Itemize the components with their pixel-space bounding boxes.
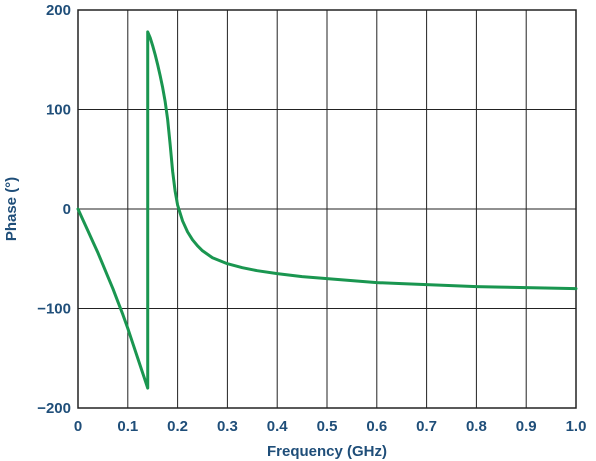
x-tick-label: 0.1 (117, 418, 138, 435)
phase-series-line (76, 30, 578, 390)
y-axis-title: Phase (°) (3, 177, 20, 241)
x-tick-label: 1.0 (566, 418, 587, 435)
data-series-layer (76, 30, 578, 390)
y-tick-label: −200 (37, 400, 71, 417)
x-tick-label: 0.4 (267, 418, 289, 435)
x-tick-label: 0.6 (366, 418, 387, 435)
y-tick-labels: 200 100 0 −100 −200 (37, 2, 71, 417)
x-tick-label: 0.3 (217, 418, 238, 435)
y-tick-label: 200 (46, 2, 71, 19)
y-tick-label: 100 (46, 102, 71, 119)
grid-lines (77, 9, 577, 409)
y-tick-label: −100 (37, 301, 71, 318)
x-tick-labels: 0 0.1 0.2 0.3 0.4 0.5 0.6 0.7 0.8 0.9 1.0 (74, 418, 587, 435)
x-tick-label: 0.5 (317, 418, 338, 435)
x-tick-label: 0.7 (416, 418, 437, 435)
x-axis-title: Frequency (GHz) (267, 443, 387, 460)
x-tick-label: 0.2 (167, 418, 188, 435)
x-tick-label: 0.8 (466, 418, 487, 435)
x-tick-label: 0.9 (516, 418, 537, 435)
y-tick-label: 0 (63, 201, 71, 218)
x-tick-label: 0 (74, 418, 82, 435)
